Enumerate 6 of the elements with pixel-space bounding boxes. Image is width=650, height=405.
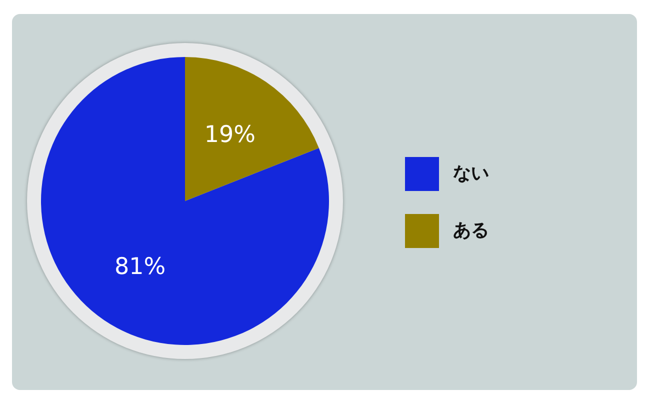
pie-slice [185, 57, 319, 201]
legend-label: ない [453, 163, 489, 184]
data-label: 19% [204, 122, 256, 148]
data-label: 81% [114, 254, 166, 280]
legend-label: ある [453, 220, 489, 241]
pie-slice [41, 57, 329, 345]
